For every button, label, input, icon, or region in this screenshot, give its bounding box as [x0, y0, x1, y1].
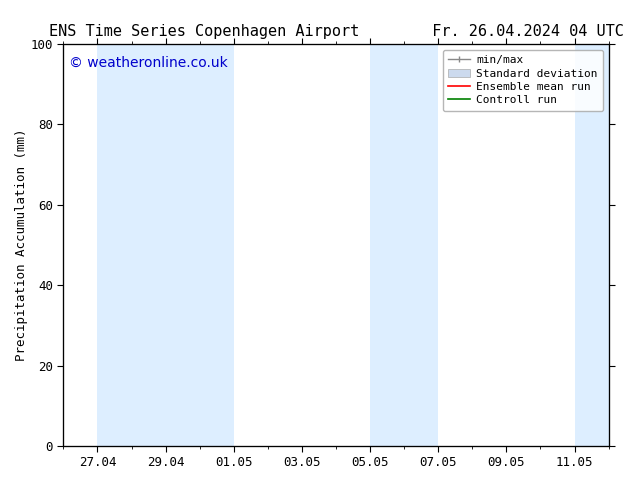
- Bar: [574, 44, 609, 446]
- Legend: min/max, Standard deviation, Ensemble mean run, Controll run: min/max, Standard deviation, Ensemble me…: [443, 49, 603, 111]
- Bar: [370, 44, 438, 446]
- Text: © weatheronline.co.uk: © weatheronline.co.uk: [69, 56, 228, 70]
- Bar: [98, 44, 165, 446]
- Bar: [165, 44, 234, 446]
- Title: ENS Time Series Copenhagen Airport        Fr. 26.04.2024 04 UTC: ENS Time Series Copenhagen Airport Fr. 2…: [49, 24, 623, 39]
- Y-axis label: Precipitation Accumulation (mm): Precipitation Accumulation (mm): [15, 129, 28, 361]
